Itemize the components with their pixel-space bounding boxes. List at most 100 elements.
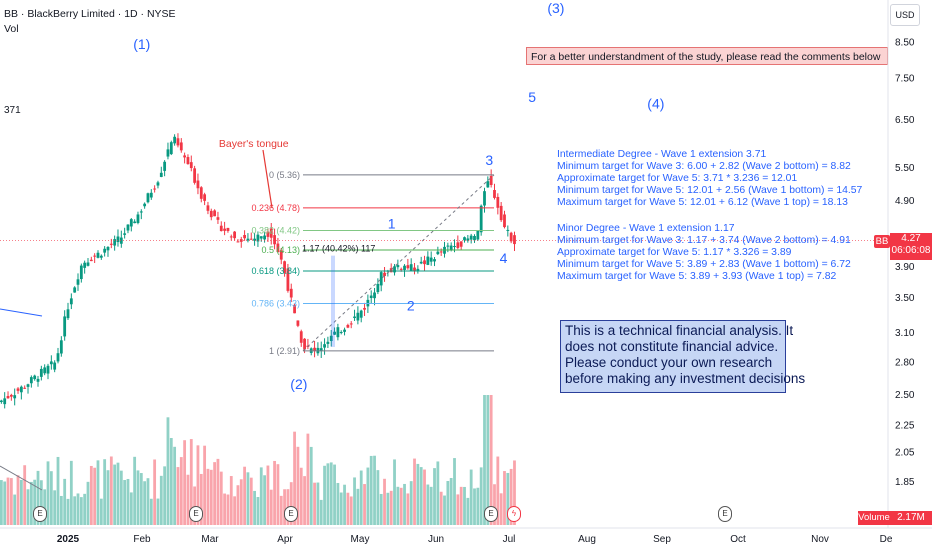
volume-value: 2.17M (890, 511, 932, 525)
candle-body (69, 298, 73, 305)
time-tick-label: May (351, 534, 370, 545)
price-tick-label: 1.85 (895, 477, 915, 488)
candle-body (313, 347, 316, 351)
volume-bar (256, 496, 260, 525)
note-line: Approximate target for Wave 5: 1.17 * 3.… (557, 247, 792, 258)
last-price-tag[interactable]: 4.27 06:06:08 (890, 233, 932, 260)
volume-bar (289, 482, 293, 525)
candle-body (446, 245, 450, 247)
candle-body (103, 248, 107, 253)
volume-bar (169, 438, 173, 525)
wave-label: 5 (528, 89, 536, 105)
candle-body (63, 316, 67, 337)
volume-bar (89, 465, 93, 525)
candle-body (99, 255, 103, 258)
volume-bar (93, 467, 97, 525)
price-tick-label: 6.50 (895, 115, 915, 126)
volume-bar (123, 480, 127, 525)
volume-bar (103, 459, 107, 525)
earnings-event-icon[interactable]: E (284, 506, 298, 522)
candle-body (289, 288, 293, 298)
time-axis[interactable]: 2025 Feb Mar Apr May Jun Jul Aug Sep Oct Nov De (57, 534, 893, 545)
volume-bar (266, 465, 270, 525)
candle-body (249, 238, 253, 240)
notes-intermediate: Intermediate Degree - Wave 1 extension 3… (557, 149, 863, 208)
candle-body (259, 236, 263, 239)
candle-body (389, 268, 393, 273)
candle-body (469, 235, 473, 240)
earnings-event-icon[interactable]: E (189, 506, 203, 522)
candle-body (193, 168, 197, 183)
volume-bar (416, 463, 420, 525)
price-tick-label: 3.90 (895, 262, 915, 273)
trend-line (0, 465, 43, 491)
volume-bar (229, 476, 233, 525)
volume-bar (439, 491, 443, 525)
volume-bar (29, 481, 33, 525)
candle-body (246, 238, 250, 241)
volume-bar (323, 465, 326, 525)
candle-body (339, 332, 343, 334)
wave-labels: (1) (2) (3) (4) 5 1 2 3 4 Bayer's tongue (133, 0, 664, 392)
volume-bar (279, 495, 283, 525)
volume-indicator-label[interactable]: Vol (4, 23, 19, 35)
candle-body (16, 388, 20, 391)
currency-button[interactable]: USD (890, 4, 920, 26)
candle-body (439, 251, 443, 253)
volume-bar (183, 440, 187, 525)
note-line: Maximum target for Wave 5: 3.89 + 3.93 (… (557, 271, 837, 282)
volume-bar (199, 473, 203, 525)
price-tick-label: 8.50 (895, 38, 915, 49)
volume-bar (359, 470, 363, 525)
earnings-event-icon[interactable]: E (718, 506, 732, 522)
price-axis[interactable]: 8.50 7.50 6.50 5.50 4.90 3.90 3.50 3.10 2.80 2.50… (895, 38, 915, 488)
volume-bar (413, 458, 416, 525)
candle-body (86, 262, 90, 266)
volume-bar (63, 478, 67, 525)
volume-bars (0, 395, 516, 525)
volume-bar (173, 446, 177, 525)
volume-bar (336, 482, 340, 525)
candle-body (383, 272, 386, 277)
candle-body (509, 232, 513, 242)
volume-bar (273, 460, 276, 525)
fib-retracement[interactable]: 0 (5.36) 0.236 (4.78) 0.382 (4.42) 0.5 (4.1… (251, 170, 495, 356)
volume-bar (403, 483, 406, 525)
candle-body (216, 217, 220, 220)
drawings (0, 240, 888, 491)
candle-body (106, 246, 110, 251)
candle-body (36, 378, 40, 382)
volume-bar (513, 460, 516, 525)
candle-body (76, 279, 80, 285)
volume-bar (356, 488, 360, 525)
lightning-event-icon[interactable]: ϟ (507, 506, 521, 522)
candle-body (29, 377, 33, 384)
time-tick-label: De (880, 534, 893, 545)
volume-bar (116, 462, 120, 525)
candle-body (56, 353, 60, 362)
candle-body (349, 323, 353, 325)
disclaimer-box: This is a technical financial analysis. … (560, 320, 806, 393)
volume-bar (216, 458, 220, 525)
candle-body (449, 245, 453, 251)
candle-body (499, 205, 503, 221)
symbol-title[interactable]: BB · BlackBerry Limited · 1D · NYSE (4, 8, 176, 20)
volume-bar (226, 494, 230, 525)
candle-body (46, 365, 50, 374)
candle-body (269, 228, 273, 238)
earnings-event-icon[interactable]: E (484, 506, 498, 522)
volume-bar (39, 480, 43, 525)
volume-bar (206, 468, 210, 525)
volume-bar (73, 496, 77, 525)
earnings-event-icon[interactable]: E (33, 506, 47, 522)
disclaimer-line: before making any investment decisions (565, 371, 806, 386)
candle-body (59, 340, 63, 354)
fib-level-label: 1 (2.91) (269, 346, 300, 356)
candle-body (109, 243, 113, 245)
volume-bar (436, 461, 440, 525)
candle-body (293, 304, 296, 314)
candle-body (79, 265, 83, 280)
fib-level-label: 0 (5.36) (269, 170, 300, 180)
volume-bar (379, 493, 383, 525)
